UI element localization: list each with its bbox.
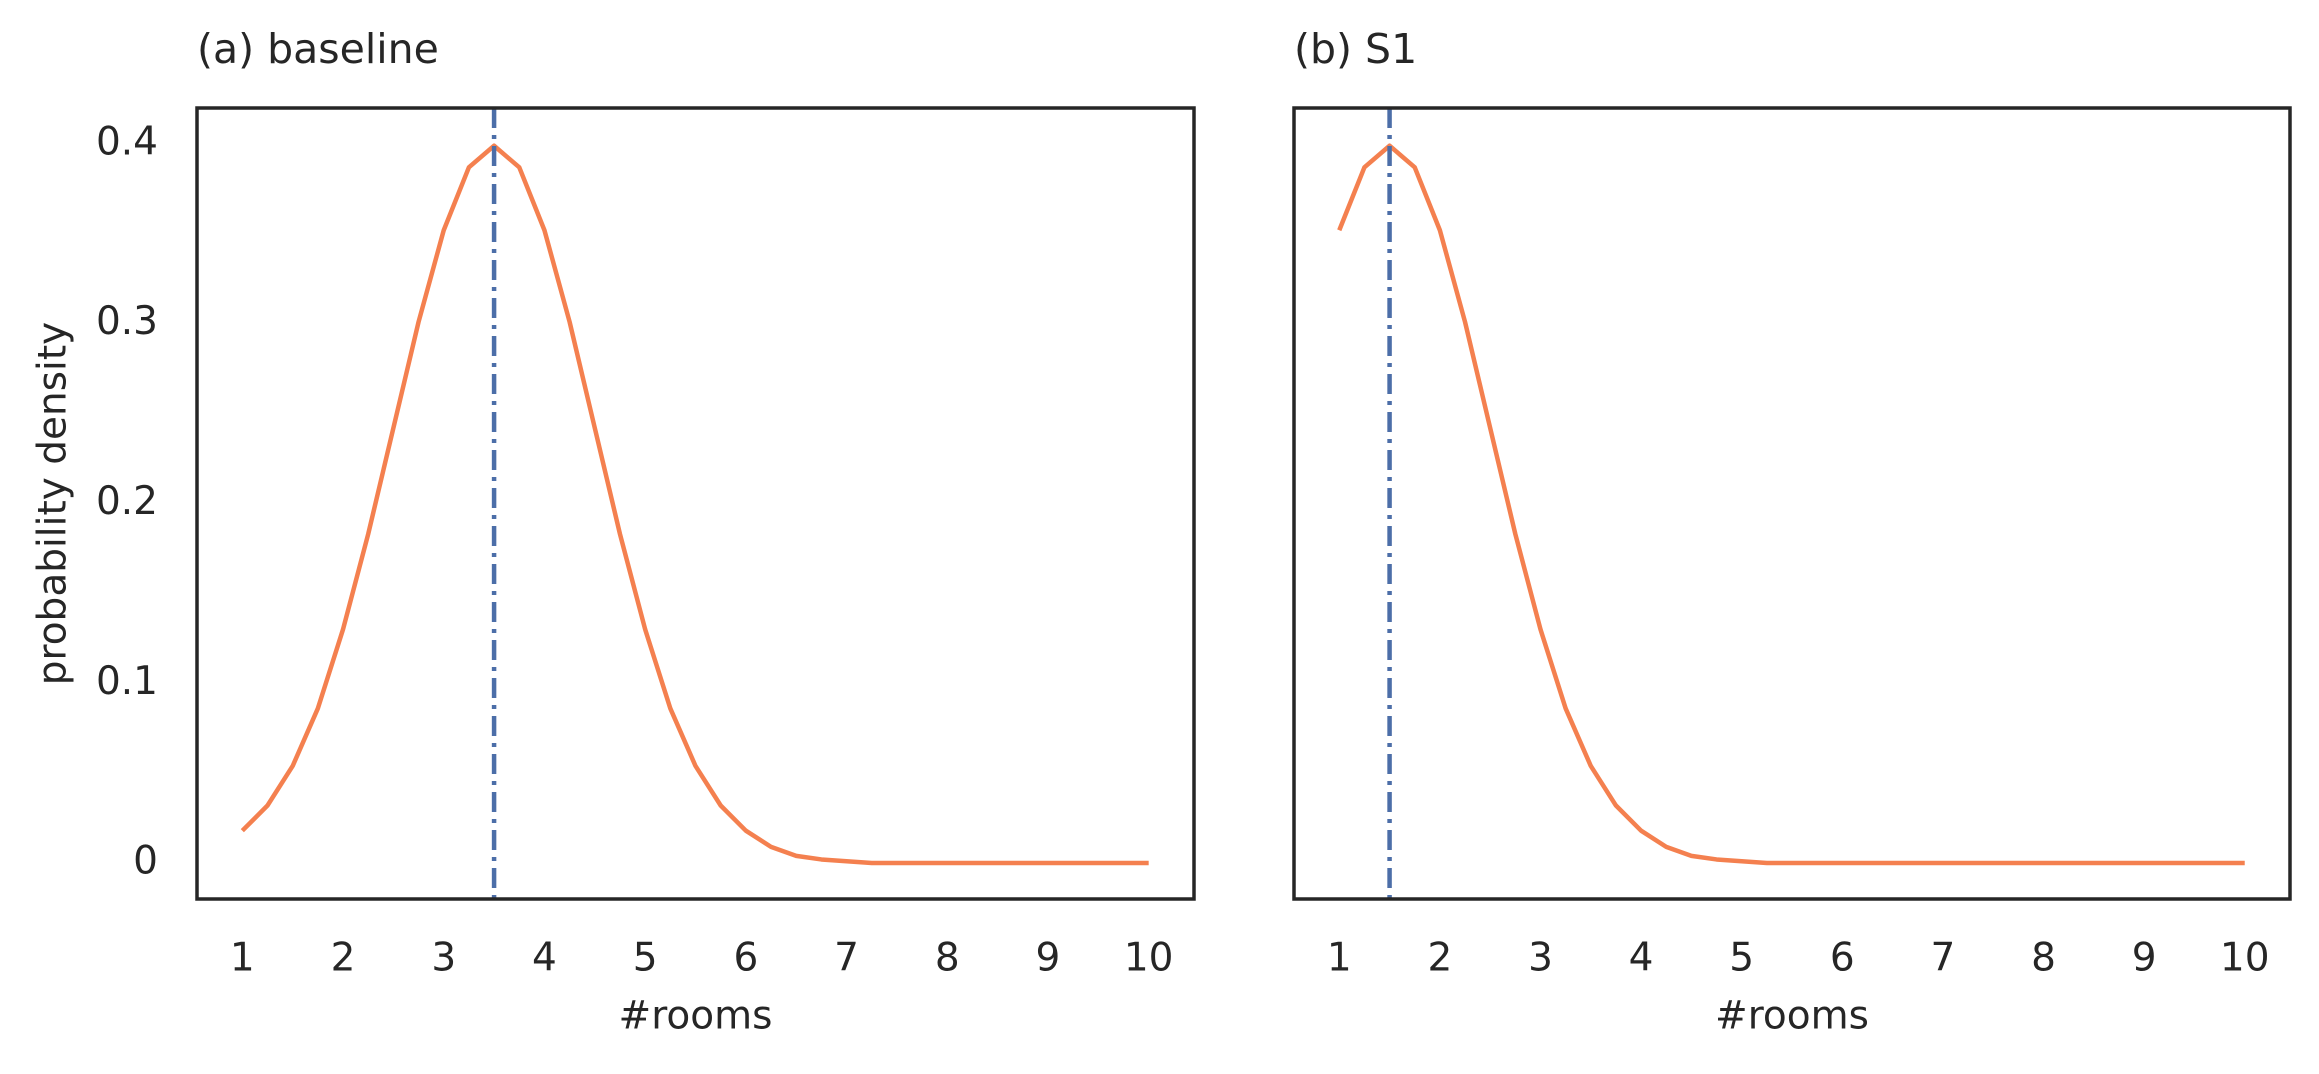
x-tick-label: 7 — [1930, 936, 1955, 981]
x-tick-label: 1 — [1327, 936, 1352, 981]
x-tick-label: 6 — [733, 936, 758, 981]
x-axis-label: #rooms — [1715, 994, 1869, 1039]
x-tick-label: 5 — [633, 936, 658, 981]
y-tick-label: 0.1 — [96, 659, 158, 704]
x-axis-label: #rooms — [619, 994, 773, 1039]
panel-title: (a) baseline — [197, 25, 439, 73]
panel-title: (b) S1 — [1294, 25, 1417, 73]
x-tick-label: 9 — [2132, 936, 2157, 981]
plot-frame — [1292, 106, 2292, 901]
x-tick-label: 3 — [1528, 936, 1553, 981]
x-tick-label: 8 — [2031, 936, 2056, 981]
x-tick-label: 6 — [1830, 936, 1855, 981]
x-tick-label: 10 — [1124, 936, 1174, 981]
y-tick-label: 0.4 — [96, 119, 158, 164]
y-tick-label: 0.3 — [96, 299, 158, 344]
x-tick-label: 5 — [1729, 936, 1754, 981]
x-tick-label: 3 — [431, 936, 456, 981]
density-line — [240, 143, 1149, 866]
y-axis-label: probability density — [31, 322, 76, 685]
x-tick-label: 7 — [834, 936, 859, 981]
y-tick-label: 0 — [133, 839, 158, 884]
x-tick-label: 4 — [1629, 936, 1654, 981]
x-tick-label: 10 — [2220, 936, 2270, 981]
y-tick-label: 0.2 — [96, 479, 158, 524]
plot-frame — [195, 106, 1196, 901]
x-tick-label: 2 — [1427, 936, 1452, 981]
x-tick-label: 4 — [532, 936, 557, 981]
x-tick-label: 8 — [935, 936, 960, 981]
density-line — [1337, 143, 2245, 866]
x-tick-label: 9 — [1036, 936, 1061, 981]
x-tick-label: 2 — [331, 936, 356, 981]
x-tick-label: 1 — [230, 936, 255, 981]
